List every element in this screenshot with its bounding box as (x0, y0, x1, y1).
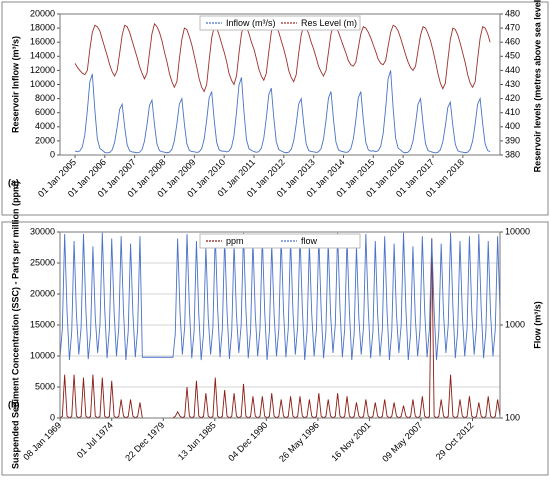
series-line (74, 70, 491, 154)
y2-tick-label: 480 (505, 8, 520, 18)
y-tick-label: 5000 (35, 381, 55, 391)
panel-frame (1, 1, 549, 216)
y2-tick-label: 100 (505, 412, 520, 422)
y2-axis-label: Flow (m³/s) (532, 301, 542, 349)
y-tick-label: 12000 (30, 65, 55, 75)
legend-label: ppm (226, 236, 244, 246)
y-tick-label: 10000 (30, 79, 55, 89)
y-tick-label: 16000 (30, 37, 55, 47)
y2-tick-label: 450 (505, 51, 520, 61)
y2-tick-label: 10000 (505, 226, 530, 236)
y-axis-label: Suspended Sediment Concentration (SSC) -… (10, 181, 20, 469)
legend-label: Inflow (m³/s) (226, 18, 276, 28)
y2-tick-label: 410 (505, 107, 520, 117)
y2-tick-label: 1000 (505, 319, 525, 329)
y-tick-label: 4000 (35, 121, 55, 131)
y2-tick-label: 440 (505, 65, 520, 75)
y-axis-label: Reservoir Inflow (m³/s) (10, 36, 20, 133)
y-tick-label: 25000 (30, 257, 55, 267)
y-tick-label: 6000 (35, 107, 55, 117)
series-line (59, 232, 501, 361)
y2-tick-label: 380 (505, 149, 520, 159)
y-tick-label: 0 (50, 412, 55, 422)
y2-axis-label: Reservoir levels (metres above sea level… (532, 0, 542, 172)
y-tick-label: 2000 (35, 135, 55, 145)
panel-label: (b) (8, 399, 20, 409)
y2-tick-label: 390 (505, 135, 520, 145)
legend-label: flow (301, 236, 318, 246)
panel-label: (a) (8, 177, 19, 187)
y-tick-label: 8000 (35, 93, 55, 103)
y2-tick-label: 400 (505, 121, 520, 131)
y-tick-label: 0 (50, 149, 55, 159)
series-line (74, 22, 491, 93)
y2-tick-label: 470 (505, 22, 520, 32)
plot-area (59, 231, 501, 419)
plot-area (59, 13, 501, 156)
panel-frame (1, 221, 549, 476)
y-tick-label: 10000 (30, 350, 55, 360)
legend-label: Res Level (m) (301, 18, 357, 28)
y-tick-label: 30000 (30, 226, 55, 236)
y-tick-label: 20000 (30, 288, 55, 298)
legend-box (199, 233, 361, 249)
y2-tick-label: 430 (505, 79, 520, 89)
y-tick-label: 20000 (30, 8, 55, 18)
y-tick-label: 15000 (30, 319, 55, 329)
y-tick-label: 14000 (30, 51, 55, 61)
y2-tick-label: 460 (505, 37, 520, 47)
y2-tick-label: 420 (505, 93, 520, 103)
legend-box (199, 15, 361, 31)
y-tick-label: 18000 (30, 22, 55, 32)
